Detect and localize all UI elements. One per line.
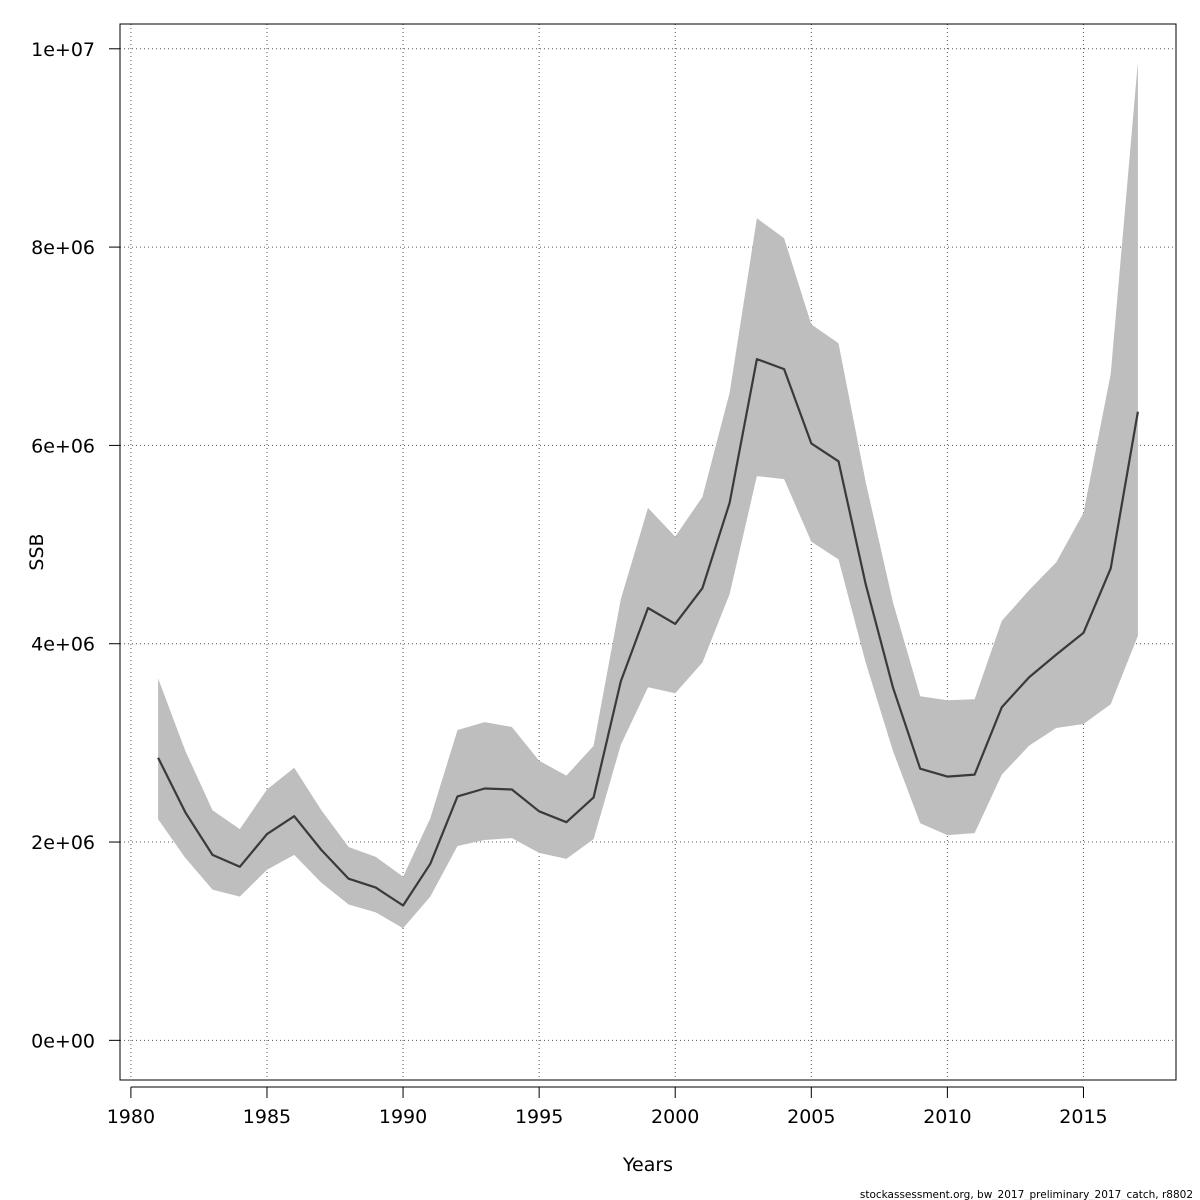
confidence-band: [158, 61, 1138, 929]
x-tick-label-2010: 2010: [923, 1106, 971, 1128]
y-axis: 0e+00 2e+06 4e+06 6e+06 8e+06 1e+07: [31, 39, 121, 1052]
x-tick-label-2000: 2000: [651, 1106, 699, 1128]
x-tick-label-2015: 2015: [1059, 1106, 1107, 1128]
x-tick-label-1980: 1980: [107, 1106, 155, 1128]
y-tick-label-8e+06: 8e+06: [31, 237, 95, 259]
y-tick-label-0e+00: 0e+00: [31, 1030, 95, 1052]
x-tick-label-1985: 1985: [243, 1106, 291, 1128]
y-axis-title: SSB: [26, 533, 48, 570]
ssb-estimate-line: [157, 358, 1139, 907]
y-tick-label-6e+06: 6e+06: [31, 435, 95, 457]
x-tick-label-1995: 1995: [515, 1106, 563, 1128]
x-tick-label-2005: 2005: [787, 1106, 835, 1128]
x-axis: 1980 1985 1990 1995 2000 2005 2010 2015: [107, 1086, 1108, 1128]
y-tick-label-4e+06: 4e+06: [31, 634, 95, 656]
x-tick-label-1990: 1990: [379, 1106, 427, 1128]
y-tick-label-2e+06: 2e+06: [31, 832, 95, 854]
x-axis-title: Years: [622, 1154, 673, 1176]
y-tick-label-1e+07: 1e+07: [31, 39, 95, 61]
credit-text: stockassessment.org, bw_2017_preliminary…: [860, 1189, 1193, 1200]
